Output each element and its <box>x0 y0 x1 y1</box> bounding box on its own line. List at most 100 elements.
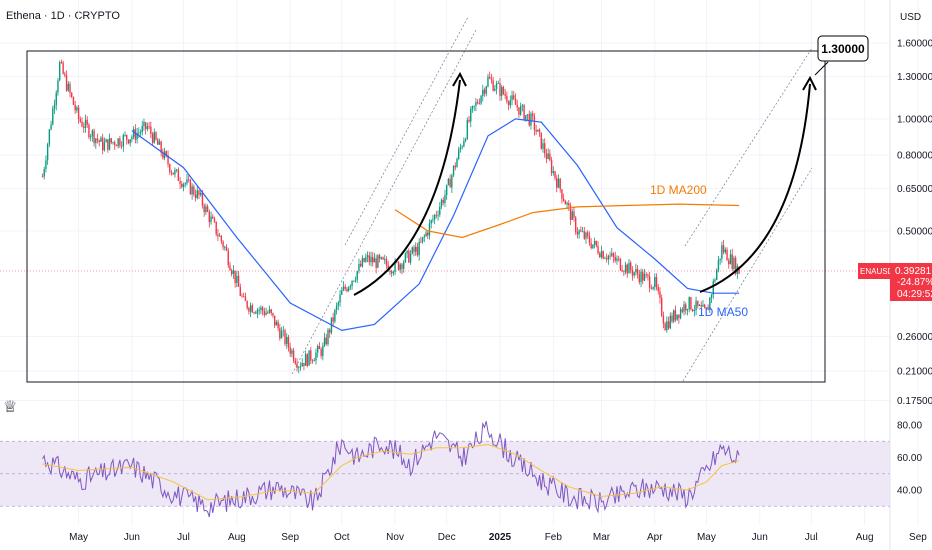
callout-leader <box>814 61 829 76</box>
candle-body <box>478 103 481 105</box>
candle-body <box>83 126 85 128</box>
candle-body <box>554 171 556 179</box>
candle-body <box>425 232 427 237</box>
candle-body <box>722 245 725 253</box>
candle-body <box>630 262 632 271</box>
candle-body <box>270 309 272 314</box>
candle-body <box>475 102 477 106</box>
candle-body <box>525 115 527 120</box>
candle-body <box>45 160 47 170</box>
candle-body <box>406 250 408 254</box>
candle-body <box>358 263 360 272</box>
candle-body <box>461 146 463 148</box>
candle-body <box>114 142 116 146</box>
candle-body <box>222 241 224 248</box>
candle-body <box>107 139 109 150</box>
candle-body <box>501 86 503 96</box>
candle-body <box>79 118 82 122</box>
candle-body <box>420 241 422 243</box>
candle-body <box>205 206 207 213</box>
candle-body <box>593 240 596 245</box>
channel-line <box>682 167 813 382</box>
candle-body <box>237 275 240 287</box>
candle-body <box>341 290 343 295</box>
time-tick-label: Aug <box>856 532 874 543</box>
candle-body <box>440 199 443 207</box>
candle-body <box>688 297 690 310</box>
candle-body <box>200 193 202 195</box>
candle-body <box>497 83 499 84</box>
candle-body <box>57 80 59 93</box>
candle-body <box>346 288 348 292</box>
candle-body <box>320 349 322 356</box>
price-tick-label: 1.60000 <box>897 39 932 50</box>
time-tick-label: May <box>69 532 88 543</box>
candle-body <box>531 113 534 117</box>
candle-body <box>372 256 374 263</box>
candle-body <box>509 100 512 106</box>
candle-body <box>421 237 424 242</box>
candle-body <box>624 264 627 272</box>
curve-arrow <box>699 83 811 293</box>
currency-label: USD <box>900 12 921 23</box>
candle-body <box>103 142 106 151</box>
candle-body <box>635 268 637 273</box>
candle-body <box>439 206 441 215</box>
candle-body <box>411 247 413 254</box>
candle-body <box>256 309 259 314</box>
rsi-tick-label: 40.00 <box>897 486 922 497</box>
price-tick-label: 0.21000 <box>897 367 932 378</box>
candle-body <box>363 258 365 262</box>
candle-body <box>642 271 644 281</box>
candle-body <box>717 260 720 270</box>
candle-body <box>709 297 711 311</box>
candle-body <box>378 255 381 259</box>
candle-body <box>95 138 97 144</box>
candle-body <box>621 269 623 272</box>
price-value: 0.39281 <box>895 266 932 277</box>
candle-body <box>576 231 579 235</box>
candle-body <box>504 93 506 96</box>
candle-body <box>260 307 262 310</box>
candle-body <box>686 309 689 311</box>
candle-body <box>605 258 608 260</box>
candle-body <box>507 101 510 106</box>
candle-body <box>334 309 336 322</box>
candle-body <box>53 104 56 109</box>
candle-body <box>112 142 114 143</box>
candle-body <box>581 231 584 233</box>
candle-body <box>289 347 291 354</box>
candle-body <box>703 304 706 308</box>
candle-body <box>609 255 611 257</box>
candle-body <box>513 95 515 99</box>
candle-body <box>643 273 646 281</box>
rsi-tick-label: 80.00 <box>897 421 922 432</box>
candle-body <box>153 132 155 143</box>
candle-body <box>143 122 145 126</box>
candle-body <box>356 271 358 280</box>
candle-body <box>502 86 505 94</box>
candle-body <box>595 240 598 246</box>
candle-body <box>387 265 389 272</box>
candle-body <box>392 272 395 274</box>
price-tick-label: 0.65000 <box>897 184 932 195</box>
candle-body <box>311 360 314 362</box>
candle-body <box>241 295 243 297</box>
dino-icon: ♕ <box>3 397 17 416</box>
time-tick-label: Jul <box>177 532 190 543</box>
candle-body <box>273 315 276 326</box>
candle-body <box>194 194 197 198</box>
candle-body <box>380 257 383 259</box>
time-tick-label: Jun <box>752 532 768 543</box>
candle-body <box>492 80 494 91</box>
range-rectangle <box>26 50 826 383</box>
candle-body <box>122 135 125 147</box>
candle-body <box>134 129 137 140</box>
candle-body <box>198 190 200 195</box>
candle-body <box>494 88 496 91</box>
candle-body <box>55 92 57 105</box>
candle-body <box>402 262 405 269</box>
candle-body <box>77 107 80 119</box>
candle-body <box>227 250 229 266</box>
